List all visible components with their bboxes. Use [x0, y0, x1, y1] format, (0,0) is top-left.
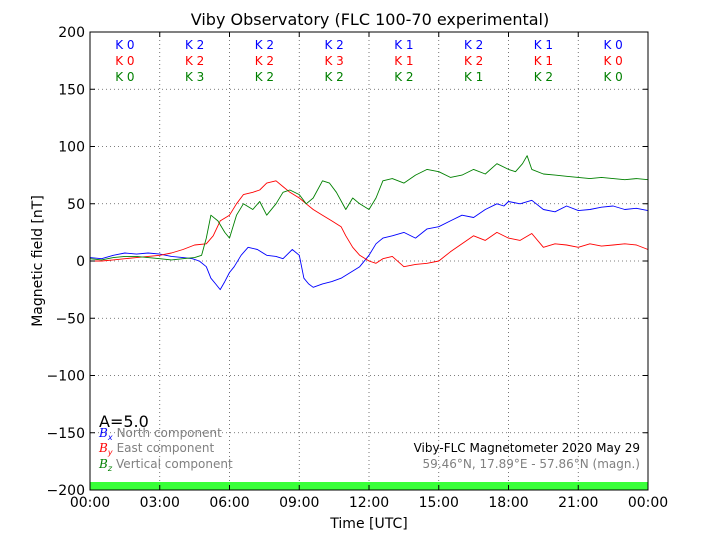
legend-bz-sub: z	[107, 464, 113, 473]
k-index-label: K 3	[185, 70, 204, 84]
x-tick-label: 15:00	[419, 495, 459, 511]
y-tick-label: 50	[67, 197, 85, 213]
legend-bz: Bz Vertical component	[98, 457, 233, 473]
x-tick-label: 09:00	[279, 495, 319, 511]
series-line-bx	[89, 199, 649, 291]
k-index-label: K 0	[115, 70, 134, 84]
legend-bx-sub: x	[107, 433, 113, 442]
y-tick-label: 100	[58, 140, 85, 156]
k-index-label: K 1	[464, 70, 483, 84]
info-line-2: 59.46°N, 17.89°E - 57.86°N (magn.)	[423, 457, 640, 471]
k-index-label: K 0	[115, 38, 134, 52]
y-tick-label: 0	[76, 254, 85, 270]
k-index-label: K 2	[394, 70, 413, 84]
k-index-label: K 2	[324, 70, 343, 84]
legend-bz-symbol: B	[98, 457, 108, 471]
k-index-label: K 0	[603, 38, 622, 52]
x-tick-label: 00:00	[70, 495, 110, 511]
k-index-label: K 2	[324, 38, 343, 52]
y-tick-label: 150	[58, 82, 85, 98]
legend-by-text: East component	[117, 441, 215, 455]
legend-bx: Bx North component	[98, 426, 222, 442]
k-index-label: K 1	[394, 38, 413, 52]
x-tick-label: 12:00	[349, 495, 389, 511]
k-index-label: K 0	[115, 54, 134, 68]
k-index-label: K 2	[534, 70, 553, 84]
k-index-label: K 2	[464, 38, 483, 52]
k-index-label: K 0	[603, 54, 622, 68]
legend-bx-text: North component	[117, 426, 223, 440]
x-tick-label: 00:00	[628, 495, 668, 511]
y-tick-label: −150	[47, 426, 85, 442]
x-tick-label: 18:00	[488, 495, 528, 511]
k-index-label: K 2	[255, 70, 274, 84]
y-axis-label: Magnetic field [nT]	[30, 195, 46, 327]
legend-bx-symbol: B	[98, 426, 108, 440]
legend-bz-text: Vertical component	[116, 457, 233, 471]
chart-title: Viby Observatory (FLC 100-70 experimenta…	[191, 10, 550, 29]
x-axis-label: Time [UTC]	[329, 516, 407, 532]
k-index-label: K 1	[394, 54, 413, 68]
info-line-1: Viby-FLC Magnetometer 2020 May 29	[414, 441, 640, 455]
series-line-bz	[89, 155, 649, 261]
axis-ticks	[89, 31, 649, 491]
x-tick-label: 03:00	[140, 495, 180, 511]
x-tick-label: 21:00	[558, 495, 598, 511]
k-index-label: K 1	[534, 38, 553, 52]
k-index-table: K 0 K 2 K 2 K 2 K 1 K 2 K 1 K 0 K 0 K 2 K 2 K 3 K 1 K…	[115, 38, 623, 84]
legend-by-sub: y	[107, 448, 113, 457]
k-index-label: K 2	[255, 38, 274, 52]
y-tick-label: 200	[58, 25, 85, 41]
k-index-label: K 1	[534, 54, 553, 68]
legend-by-symbol: B	[98, 441, 108, 455]
legend: Bx North component By East component Bz Ver…	[98, 426, 233, 473]
x-tick-label: 06:00	[209, 495, 249, 511]
k-index-label: K 2	[185, 38, 204, 52]
k-index-label: K 2	[185, 54, 204, 68]
a-index-label: A=5.0	[99, 412, 149, 431]
series-line-by	[90, 180, 649, 268]
legend-by: By East component	[98, 441, 214, 457]
y-tick-label: −100	[47, 369, 85, 385]
y-tick-label: −50	[55, 311, 85, 327]
k-index-label: K 3	[324, 54, 343, 68]
k-index-label: K 0	[603, 70, 622, 84]
k-index-label: K 2	[255, 54, 274, 68]
series-layer	[89, 155, 649, 291]
x-tick-labels: 00:00 03:00 06:00 09:00 12:00 15:00 18:00 21:00…	[70, 495, 668, 511]
y-tick-label: −200	[47, 483, 85, 499]
k-index-label: K 2	[464, 54, 483, 68]
y-tick-labels: −200 −150 −100 −50 0 50 100 150 200	[47, 25, 85, 499]
